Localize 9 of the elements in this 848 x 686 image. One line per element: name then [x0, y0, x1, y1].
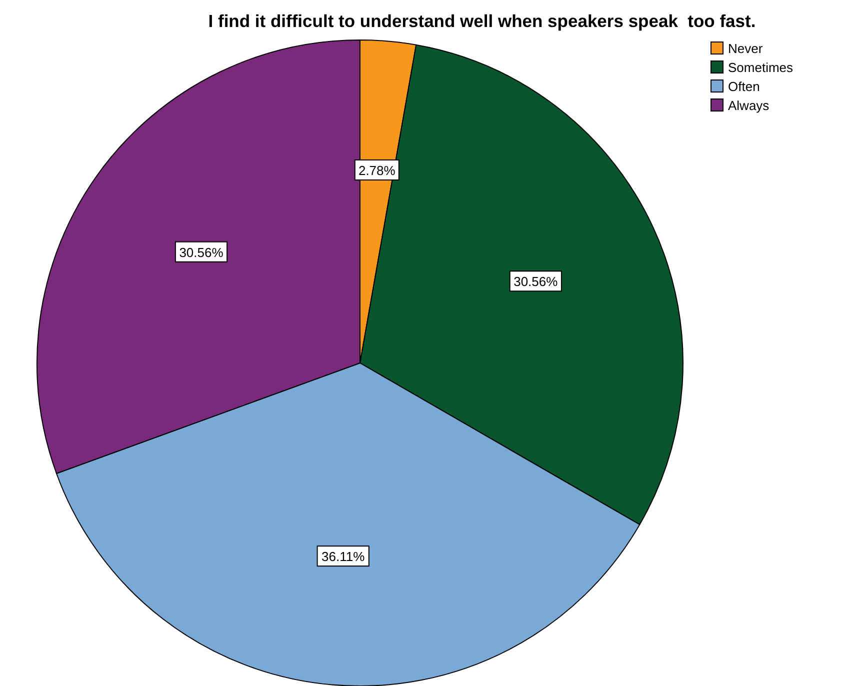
data-label: 30.56%	[514, 274, 558, 290]
data-label: 30.56%	[179, 244, 224, 260]
legend-label: Often	[728, 79, 760, 94]
legend-label: Sometimes	[728, 60, 794, 75]
chart-title: I find it difficult to understand well when speakers speak too fast.	[208, 11, 756, 31]
data-label: 2.78%	[358, 162, 396, 178]
legend-label: Always	[728, 98, 770, 113]
legend-label: Never	[728, 41, 764, 56]
data-label: 36.11%	[322, 549, 366, 564]
